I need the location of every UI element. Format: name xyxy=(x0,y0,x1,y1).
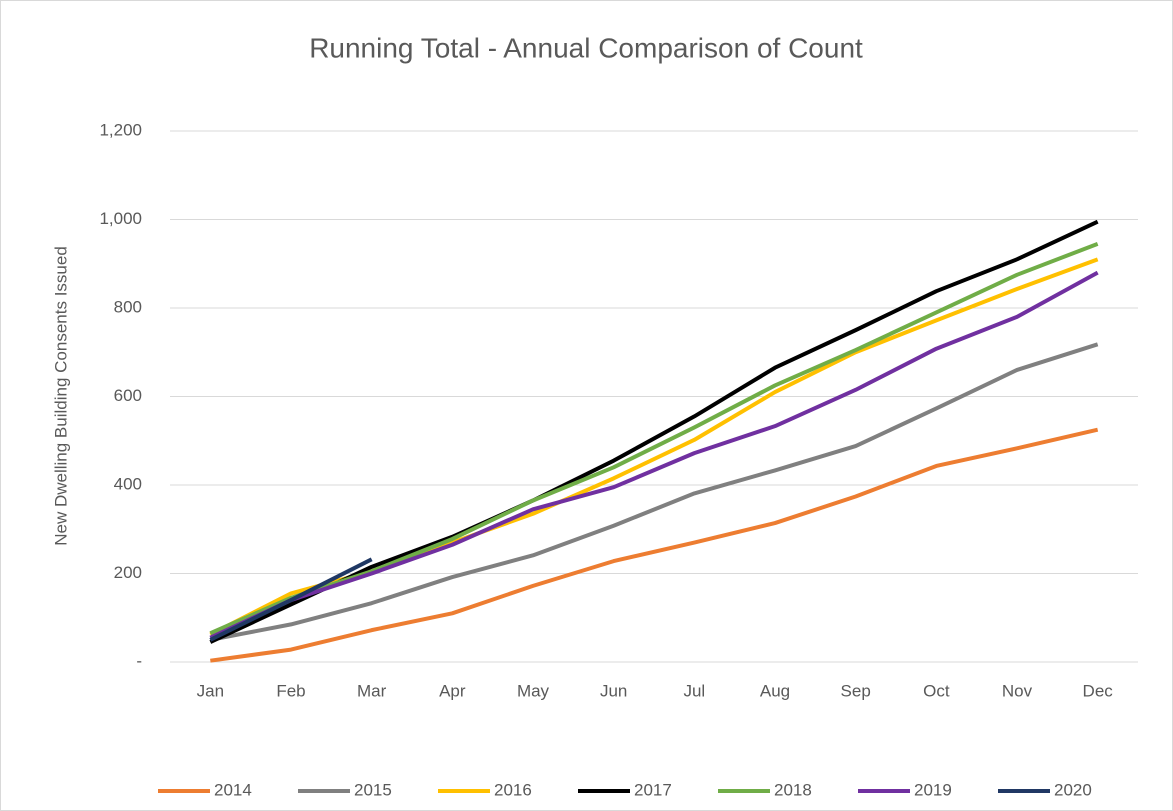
line-series xyxy=(209,241,1099,636)
y-axis-label: New Dwelling Building Consents Issued xyxy=(51,246,70,546)
line-series xyxy=(210,427,1099,663)
y-tick-label: 1,000 xyxy=(99,209,142,228)
x-tick-label: Oct xyxy=(923,681,950,700)
x-tick-label: Sep xyxy=(841,681,871,700)
x-tick-label: Jul xyxy=(683,681,705,700)
y-tick-label: 400 xyxy=(114,474,142,493)
line-series xyxy=(209,270,1099,640)
x-tick-label: Feb xyxy=(276,681,305,700)
chart-title: Running Total - Annual Comparison of Cou… xyxy=(309,32,863,63)
x-tick-label: May xyxy=(517,681,550,700)
legend-label: 2020 xyxy=(1054,780,1092,799)
x-tick-label: Dec xyxy=(1083,681,1114,700)
x-tick-label: Jun xyxy=(600,681,627,700)
x-tick-label: Jan xyxy=(197,681,224,700)
y-tick-label: 1,200 xyxy=(99,120,142,139)
y-tick-label: - xyxy=(136,651,142,670)
legend-label: 2014 xyxy=(214,780,252,799)
line-series xyxy=(209,557,373,642)
legend-label: 2015 xyxy=(354,780,392,799)
y-tick-label: 600 xyxy=(114,386,142,405)
line-series xyxy=(209,219,1099,644)
x-tick-label: Aug xyxy=(760,681,790,700)
line-series xyxy=(209,342,1099,642)
legend-label: 2018 xyxy=(774,780,812,799)
y-tick-label: 800 xyxy=(114,297,142,316)
x-tick-label: Nov xyxy=(1002,681,1033,700)
y-tick-label: 200 xyxy=(114,563,142,582)
legend-label: 2017 xyxy=(634,780,672,799)
x-tick-label: Mar xyxy=(357,681,387,700)
legend-label: 2019 xyxy=(914,780,952,799)
legend-label: 2016 xyxy=(494,780,532,799)
x-tick-label: Apr xyxy=(439,681,466,700)
